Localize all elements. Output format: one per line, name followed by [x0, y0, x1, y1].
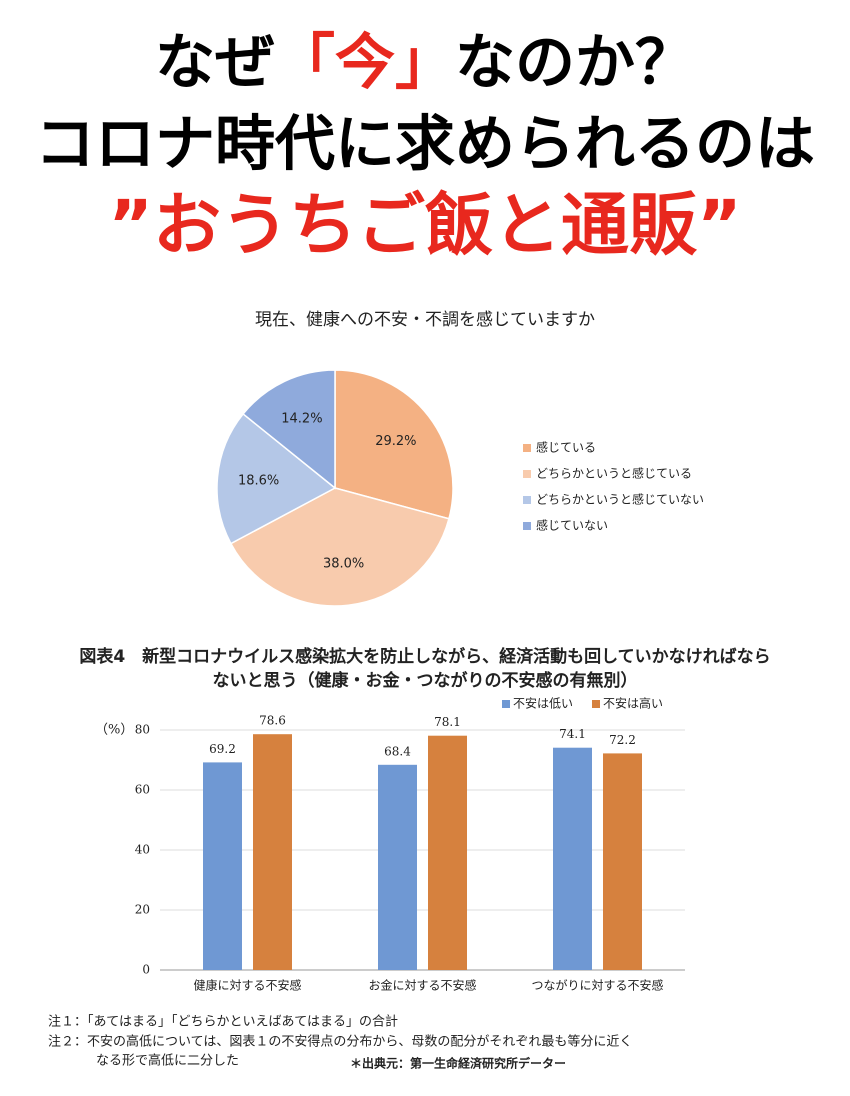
- pie-title: 現在、健康への不安・不調を感じていますか: [255, 310, 595, 330]
- headline-2: コロナ時代に求められるのは: [35, 110, 815, 180]
- y-tick-label: 80: [135, 723, 150, 737]
- headline-part: なのか？: [455, 28, 695, 98]
- value-label: 78.1: [434, 715, 461, 729]
- y-tick-label: 0: [142, 963, 150, 977]
- y-axis-label: （%）: [95, 723, 133, 738]
- value-label: 72.2: [609, 733, 636, 747]
- headline-part: なぜ: [155, 28, 275, 98]
- bar: [378, 764, 417, 970]
- x-tick-label: 健康に対する不安感: [193, 978, 301, 993]
- y-tick-label: 40: [135, 843, 150, 857]
- slice-label: 38.0%: [323, 557, 364, 572]
- bar-title: 図表4 新型コロナウイルス感染拡大を防止しながら、経済活動も回していかなければな…: [79, 646, 770, 667]
- bar: [203, 762, 242, 970]
- headline-part: 「今」: [275, 28, 455, 98]
- slice-label: 18.6%: [238, 473, 279, 488]
- y-tick-label: 20: [135, 903, 150, 917]
- note: 注２：不安の高低については、図表１の不安得点の分布から、母数の配分がそれぞれ最も…: [48, 1034, 632, 1050]
- headline-1: なぜ「今」なのか？: [155, 28, 695, 98]
- pie-slice: [242, 369, 336, 490]
- slice-label: 29.2%: [375, 434, 416, 449]
- bar: [603, 753, 642, 970]
- bar: [253, 734, 292, 970]
- legend-label: どちらかというと感じている: [536, 466, 692, 481]
- x-tick-label: つながりに対する不安感: [531, 978, 663, 993]
- pie-slice: [216, 412, 337, 545]
- source: ＊出典元：第一生命経済研究所データー: [350, 1056, 566, 1071]
- value-label: 68.4: [384, 744, 411, 758]
- bar-title: ないと思う（健康・お金・つながりの不安感の有無別）: [213, 670, 638, 691]
- legend-label: 不安は高い: [603, 696, 663, 711]
- pie-slice: [229, 487, 450, 607]
- slice-label: 14.2%: [281, 411, 322, 426]
- value-label: 78.6: [259, 714, 286, 728]
- bar: [428, 735, 467, 970]
- note: 注１：「あてはまる」「どちらかといえばあてはまる」の合計: [48, 1014, 398, 1030]
- note: なる形で高低に二分した: [96, 1053, 239, 1069]
- legend-swatch: [592, 700, 600, 708]
- headline-3: ”おうちご飯と通販”: [108, 187, 741, 266]
- legend-swatch: [523, 522, 531, 530]
- legend-label: 不安は低い: [513, 696, 573, 711]
- value-label: 69.2: [209, 742, 236, 756]
- value-label: 74.1: [559, 727, 586, 741]
- legend-label: 感じている: [536, 440, 596, 455]
- legend-swatch: [523, 496, 531, 504]
- legend-swatch: [502, 700, 510, 708]
- bar: [553, 747, 592, 970]
- legend-swatch: [523, 470, 531, 478]
- x-tick-label: お金に対する不安感: [368, 978, 476, 993]
- legend-swatch: [523, 444, 531, 452]
- pie-slice: [334, 369, 454, 520]
- y-tick-label: 60: [135, 783, 150, 797]
- legend-label: どちらかというと感じていない: [536, 492, 704, 507]
- legend-label: 感じていない: [536, 518, 608, 533]
